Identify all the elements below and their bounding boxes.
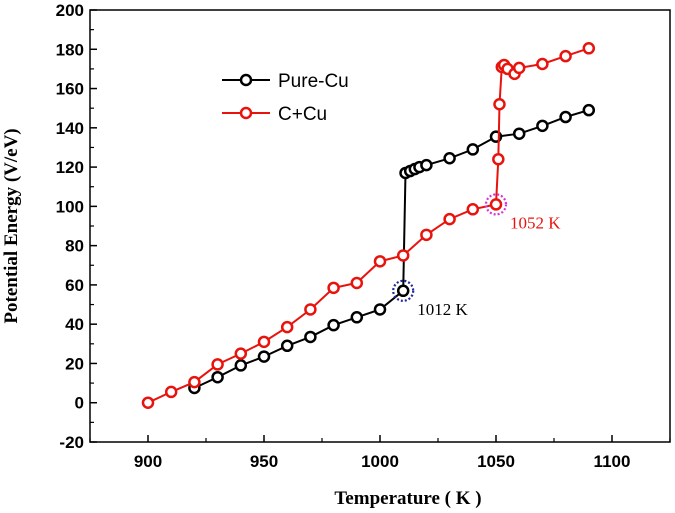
x-tick-label: 1000: [361, 452, 399, 471]
data-point-1: [188, 375, 201, 389]
y-tick-label: 0: [75, 394, 84, 413]
data-point-1: [559, 49, 572, 63]
data-point-1: [443, 212, 456, 226]
data-point-0: [512, 127, 526, 140]
data-point-0: [582, 103, 596, 117]
data-point-1: [512, 61, 526, 75]
y-tick-label: 60: [65, 276, 84, 295]
data-point-1: [536, 57, 549, 71]
data-point-0: [536, 119, 549, 133]
legend-marker-pure-cu: [239, 73, 253, 87]
data-point-1: [489, 198, 503, 211]
data-point-1: [493, 98, 506, 111]
data-point-0: [280, 339, 294, 353]
y-tick-label: 80: [65, 237, 84, 256]
y-tick-label: 40: [65, 315, 84, 334]
legend-label-c-cu: C+Cu: [278, 104, 327, 125]
legend-marker-c-cu: [239, 106, 253, 120]
data-point-0: [443, 152, 456, 165]
y-axis-title: Potential Energy (V/eV): [1, 128, 22, 323]
data-point-1: [164, 385, 178, 399]
legend: Pure-Cu C+Cu: [222, 71, 349, 125]
x-tick-label: 1050: [477, 452, 515, 471]
data-point-0: [373, 303, 387, 316]
y-tick-label: 120: [56, 158, 84, 177]
data-point-1: [420, 228, 433, 242]
data-point-0: [559, 110, 572, 124]
data-point-1: [373, 255, 387, 268]
x-tick-label: 900: [134, 452, 162, 471]
x-tick-label: 950: [250, 452, 278, 471]
annotation-label: 1012 K: [417, 300, 468, 319]
data-point-1: [582, 42, 596, 55]
data-point-0: [420, 158, 433, 172]
data-point-1: [466, 203, 480, 216]
data-point-0: [234, 359, 248, 372]
y-tick-label: 20: [65, 354, 84, 373]
x-tick-label: 1100: [594, 452, 631, 471]
data-point-1: [280, 320, 294, 334]
data-point-1: [350, 276, 364, 290]
y-tick-label: 200: [56, 1, 84, 20]
plot-frame: [89, 9, 671, 443]
y-tick-label: 100: [56, 197, 84, 216]
data-point-1: [492, 152, 505, 166]
data-point-1: [211, 358, 224, 371]
data-point-1: [396, 249, 410, 262]
y-tick-label: -20: [59, 433, 84, 452]
annotation-highlight: [484, 193, 508, 216]
data-point-1: [141, 396, 155, 409]
x-axis-title: Temperature ( K ): [334, 488, 481, 509]
annotation-label: 1052 K: [510, 213, 561, 232]
legend-label-pure-cu: Pure-Cu: [278, 71, 349, 92]
data-point-1: [304, 303, 317, 316]
data-point-0: [211, 370, 224, 384]
data-point-0: [396, 284, 410, 298]
annotation-highlight: [392, 279, 415, 302]
data-point-1: [327, 281, 340, 295]
y-tick-label: 140: [56, 119, 84, 138]
data-point-0: [350, 311, 364, 324]
data-point-0: [466, 143, 480, 156]
data-point-1: [234, 347, 248, 360]
y-tick-label: 180: [56, 40, 84, 59]
data-point-1: [257, 335, 271, 349]
data-point-0: [304, 330, 317, 344]
data-point-0: [327, 318, 340, 332]
y-tick-label: 160: [56, 80, 84, 99]
data-point-0: [257, 350, 271, 363]
